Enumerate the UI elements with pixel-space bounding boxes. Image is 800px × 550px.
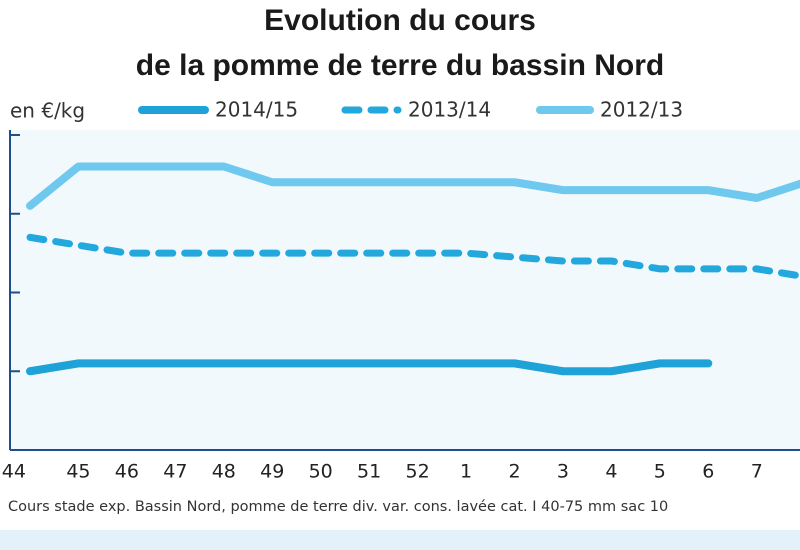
plot-area	[10, 130, 800, 450]
series-line	[26, 162, 800, 210]
x-tick-label: 49	[260, 461, 284, 483]
x-tick-label: 51	[357, 461, 381, 483]
legend-label: 2013/14	[408, 98, 491, 122]
x-tick-label: 1	[460, 461, 472, 483]
series-line	[26, 359, 713, 376]
footer-band	[0, 530, 800, 550]
x-tick-label: 7	[751, 461, 763, 483]
x-tick-label: 47	[163, 461, 187, 483]
x-tick-label: 6	[702, 461, 714, 483]
x-tick-label: n. 44	[0, 461, 26, 483]
x-tick-label: 52	[406, 461, 430, 483]
y-axis-label: en €/kg	[10, 99, 85, 123]
x-tick-label: 4	[605, 461, 617, 483]
footnote: Cours stade exp. Bassin Nord, pomme de t…	[8, 499, 668, 515]
x-tick-label: 45	[66, 461, 90, 483]
chart-subtitle: de la pomme de terre du bassin Nord	[136, 49, 664, 82]
legend-label: 2012/13	[600, 98, 683, 122]
x-tick-label: 46	[115, 461, 139, 483]
chart-title: Evolution du cours	[264, 4, 536, 37]
x-tick-label: 2	[508, 461, 520, 483]
x-tick-label: 3	[557, 461, 569, 483]
series-line	[26, 233, 800, 280]
legend-label: 2014/15	[215, 98, 298, 122]
x-tick-label: 50	[309, 461, 333, 483]
x-tick-label: 5	[654, 461, 666, 483]
x-tick-label: 48	[212, 461, 236, 483]
